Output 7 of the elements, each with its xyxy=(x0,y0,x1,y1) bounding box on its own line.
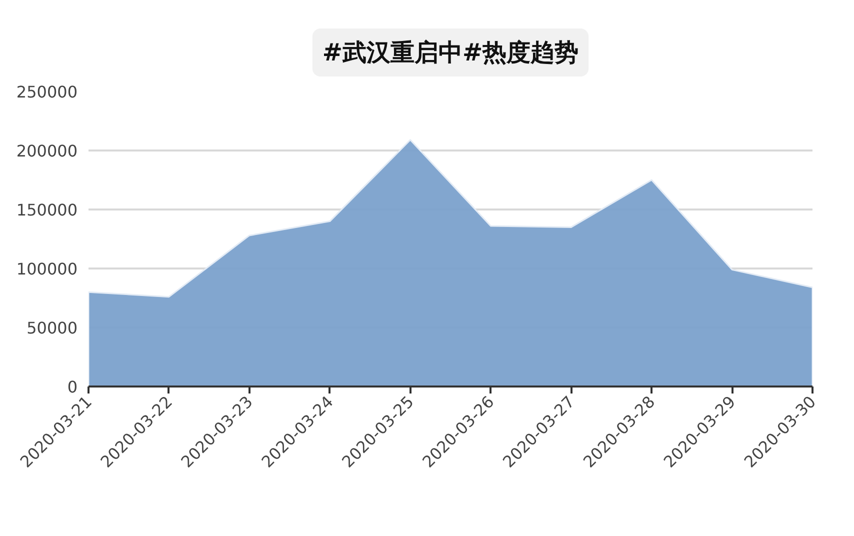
y-tick-label: 50000 xyxy=(26,318,78,338)
y-tick-label: 150000 xyxy=(16,200,78,220)
y-tick-label: 0 xyxy=(67,378,78,396)
y-tick-label: 100000 xyxy=(16,260,78,278)
y-tick-label: 250000 xyxy=(16,82,78,102)
chart-title: #武汉重启中#热度趋势 xyxy=(322,38,579,66)
y-tick-label: 200000 xyxy=(16,142,78,160)
